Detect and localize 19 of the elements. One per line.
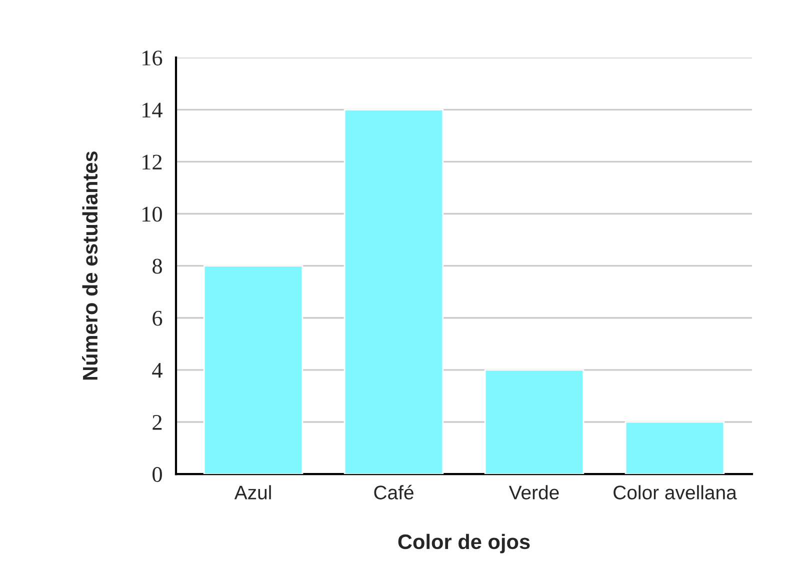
y-tick-label: 12	[142, 154, 162, 170]
bar	[203, 265, 304, 474]
x-tick-label: Verde	[508, 485, 559, 500]
y-tick-label: 16	[142, 50, 162, 66]
y-tick-label: 0	[152, 466, 162, 482]
y-tick-label: 2	[152, 414, 162, 430]
y-tick-label: 14	[142, 102, 162, 118]
x-tick-label: Color avellana	[614, 485, 737, 500]
bar	[484, 369, 584, 474]
x-axis-title: Color de ojos	[398, 534, 530, 554]
y-axis-title: Número de estudiantes	[82, 151, 98, 380]
y-tick-label: 4	[152, 363, 162, 378]
x-tick-label: Azul	[234, 485, 271, 500]
bar	[344, 108, 444, 474]
bar	[624, 421, 725, 474]
x-tick-label: Café	[374, 484, 414, 500]
y-tick-label: 8	[152, 258, 162, 274]
y-tick-label: 10	[142, 206, 162, 222]
y-tick-label: 6	[152, 310, 162, 326]
